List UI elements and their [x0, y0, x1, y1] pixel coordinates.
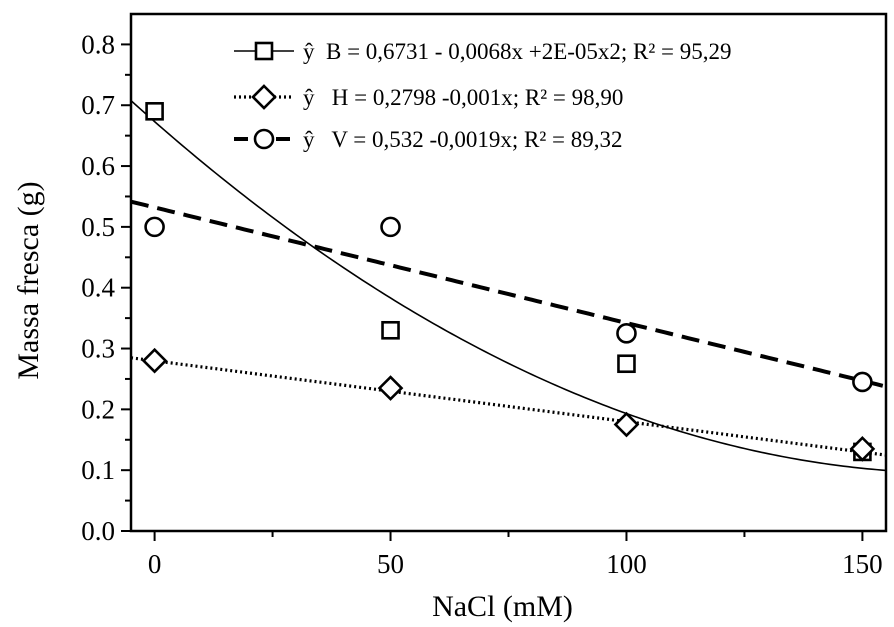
- y-tick-label: 0.3: [81, 334, 115, 364]
- fit-line-H: [131, 356, 886, 457]
- y-axis-title: Massa fresca (g): [12, 181, 45, 379]
- data-point-B: [145, 102, 164, 121]
- legend-marker-V: [253, 128, 275, 150]
- x-tick-label: 100: [606, 549, 647, 579]
- fit-line-V: [131, 199, 886, 389]
- x-axis-title: NaCl (mM): [432, 590, 573, 623]
- data-points: [141, 102, 876, 462]
- data-point-H: [141, 347, 168, 374]
- data-point-H: [613, 411, 640, 438]
- y-tick-label: 0.2: [81, 394, 115, 424]
- x-tick-label: 150: [842, 549, 883, 579]
- tick-labels: 0.0 0.1 0.2 0.3 0.4 0.5 0.6 0.7 0.8 0 50 100 150: [81, 29, 882, 579]
- y-tick-label: 0.8: [81, 29, 115, 59]
- legend-label-V: ŷ V = 0,532 -0,0019x; R² = 89,32: [303, 127, 623, 152]
- data-point-V: [144, 216, 165, 238]
- data-point-V: [380, 216, 401, 238]
- y-tick-label: 0.6: [81, 151, 115, 181]
- y-tick-label: 0.4: [81, 273, 115, 303]
- data-point-B: [617, 354, 636, 374]
- y-tick-label: 0.7: [81, 90, 115, 120]
- x-tick-label: 0: [148, 549, 162, 579]
- data-point-H: [377, 375, 404, 401]
- y-tick-label: 0.1: [81, 455, 115, 485]
- legend-marker-H: [251, 84, 277, 110]
- data-point-B: [381, 320, 400, 340]
- data-point-V: [616, 323, 637, 344]
- data-point-V: [852, 371, 873, 393]
- fit-line-B: [131, 100, 886, 472]
- x-tick-label: 50: [377, 549, 404, 579]
- legend-label-H: ŷ H = 0,2798 -0,001x; R² = 98,90: [303, 85, 623, 110]
- axis-ticks: [121, 43, 864, 541]
- legend-marker-B: [254, 41, 274, 61]
- legend-label-B: ŷ B = 0,6731 - 0,0068x +2E-05x2; R² = 95…: [303, 39, 732, 64]
- y-tick-label: 0.0: [81, 516, 115, 546]
- legend: ŷ B = 0,6731 - 0,0068x +2E-05x2; R² = 95…: [234, 39, 732, 152]
- fit-lines: [131, 100, 886, 472]
- y-tick-label: 0.5: [81, 212, 115, 242]
- data-point-H: [849, 436, 876, 462]
